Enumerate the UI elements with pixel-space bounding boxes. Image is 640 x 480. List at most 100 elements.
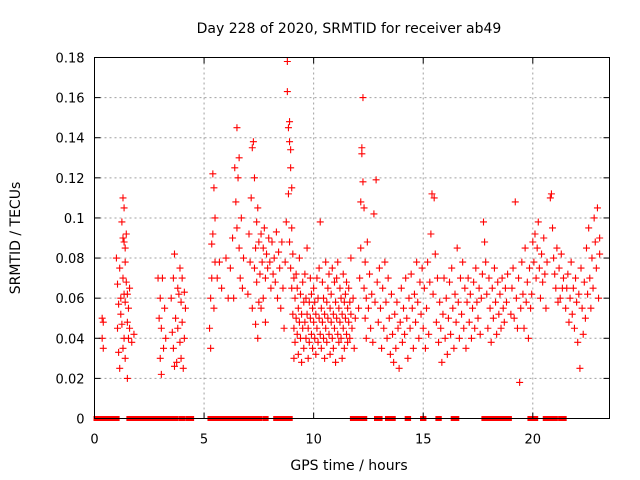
data-point — [347, 254, 355, 262]
data-point — [177, 354, 185, 362]
data-point — [176, 264, 184, 272]
data-point — [123, 290, 131, 298]
data-point — [568, 310, 576, 318]
data-point — [312, 310, 320, 318]
x-tick-label: 15 — [415, 433, 432, 448]
data-point — [595, 294, 603, 302]
data-point — [567, 258, 575, 266]
data-point — [289, 310, 297, 318]
data-point — [327, 318, 335, 326]
data-point — [444, 314, 452, 322]
axis-ticks: 0 0.02 0.04 0.06 0.08 0.1 0.12 0.14 0.16 0.18 0 5 10… — [56, 52, 610, 448]
data-point — [330, 324, 338, 332]
y-tick-label: 0.1 — [64, 212, 85, 227]
data-point — [304, 354, 312, 362]
data-point — [345, 318, 353, 326]
data-point — [428, 190, 436, 198]
data-point — [121, 258, 129, 266]
x-tick-label: 5 — [200, 433, 208, 448]
data-point — [207, 344, 215, 352]
data-point — [343, 278, 351, 286]
data-point — [533, 244, 541, 252]
data-point — [115, 300, 123, 308]
data-point — [287, 164, 295, 172]
data-point — [481, 238, 489, 246]
data-point — [300, 344, 308, 352]
data-point — [425, 330, 433, 338]
data-point — [244, 290, 252, 298]
data-point — [332, 358, 340, 366]
data-point — [380, 324, 388, 332]
data-point — [280, 324, 288, 332]
data-point — [372, 176, 380, 184]
data-point — [361, 258, 369, 266]
data-point — [359, 94, 367, 102]
data-point — [156, 354, 164, 362]
data-point — [321, 310, 329, 318]
data-point — [169, 344, 177, 352]
data-point — [126, 284, 134, 292]
data-point — [162, 334, 170, 342]
data-point — [436, 298, 444, 306]
data-point — [499, 304, 507, 312]
data-point — [115, 348, 123, 356]
data-point — [432, 318, 440, 326]
data-point — [513, 324, 521, 332]
data-point — [476, 330, 484, 338]
data-point — [540, 234, 548, 242]
data-point — [504, 270, 512, 278]
data-point — [382, 298, 390, 306]
data-point — [335, 304, 343, 312]
data-point — [336, 318, 344, 326]
data-point — [402, 274, 410, 282]
data-point — [174, 284, 182, 292]
data-point — [448, 264, 456, 272]
data-point — [313, 274, 321, 282]
data-point — [469, 304, 477, 312]
data-point — [361, 314, 369, 322]
data-point — [464, 274, 472, 282]
data-point — [158, 274, 166, 282]
data-point — [538, 250, 546, 258]
data-point — [341, 290, 349, 298]
data-point — [553, 244, 561, 252]
data-point — [286, 238, 294, 246]
data-point — [276, 264, 284, 272]
data-point — [530, 258, 538, 266]
data-point — [535, 264, 543, 272]
data-point — [119, 194, 127, 202]
data-point — [569, 284, 577, 292]
data-point — [401, 330, 409, 338]
data-point — [479, 218, 487, 226]
data-point — [322, 324, 330, 332]
data-point — [321, 354, 329, 362]
data-point — [288, 224, 296, 232]
data-point — [379, 284, 387, 292]
y-tick-label: 0.02 — [56, 372, 85, 387]
data-point — [415, 334, 423, 342]
data-point — [259, 244, 267, 252]
data-point — [570, 324, 578, 332]
data-point — [438, 358, 446, 366]
data-point — [453, 244, 461, 252]
data-point — [346, 334, 354, 342]
data-point — [345, 284, 353, 292]
data-point — [462, 344, 470, 352]
data-point — [419, 324, 427, 332]
data-point — [333, 314, 341, 322]
data-point — [471, 324, 479, 332]
data-point — [423, 304, 431, 312]
data-point — [284, 124, 292, 132]
data-point — [351, 314, 359, 322]
data-point — [500, 318, 508, 326]
data-point — [485, 274, 493, 282]
data-point — [405, 294, 413, 302]
data-point — [410, 290, 418, 298]
data-point — [347, 310, 355, 318]
data-point — [478, 270, 486, 278]
data-point — [531, 230, 539, 238]
data-point — [293, 284, 301, 292]
data-point — [490, 264, 498, 272]
data-point — [303, 310, 311, 318]
data-point — [463, 298, 471, 306]
